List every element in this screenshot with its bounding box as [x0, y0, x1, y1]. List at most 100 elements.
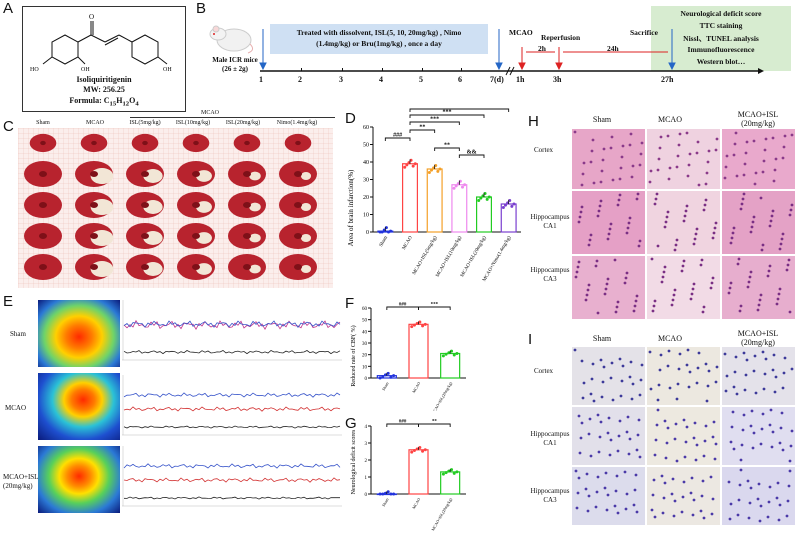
cell-nucleus: [610, 135, 614, 139]
cell-nucleus: [768, 423, 772, 427]
cell-nucleus: [688, 152, 692, 156]
f-ylabel: Reduced rate of CBF( %): [350, 325, 357, 386]
cell-nucleus: [573, 348, 577, 352]
cell-nucleus: [603, 486, 607, 490]
duration-2h: 2h: [538, 44, 546, 53]
cell-nucleus: [633, 488, 637, 492]
cell-nucleus: [587, 432, 591, 436]
cell-nucleus: [654, 197, 658, 201]
cell-nucleus: [577, 476, 581, 480]
cell-nucleus: [584, 487, 588, 491]
cell-nucleus: [736, 513, 740, 517]
cell-nucleus: [625, 492, 629, 496]
cell-nucleus: [762, 387, 766, 391]
x-tick-label: MCAO+ISL(10mg/kg): [436, 235, 464, 278]
data-point: [392, 492, 396, 496]
cell-nucleus: [756, 497, 760, 501]
cell-nucleus: [771, 209, 775, 213]
cell-nucleus: [774, 157, 778, 161]
structure-box: O HO OH OH Isoliquiritigenin MW: 256.25 …: [22, 6, 186, 112]
cell-nucleus: [658, 368, 662, 372]
cell-nucleus: [704, 362, 708, 366]
cell-nucleus: [664, 456, 668, 460]
cell-nucleus: [743, 162, 747, 166]
cell-nucleus: [736, 262, 740, 266]
cbf-trace: [123, 477, 341, 483]
cell-nucleus: [709, 286, 713, 290]
cell-nucleus: [637, 244, 641, 248]
day-3: 3: [339, 75, 343, 84]
data-point: [454, 184, 458, 188]
c-col-isl5: ISL(5mg/kg): [129, 120, 161, 126]
cell-nucleus: [653, 299, 657, 303]
atom-oh-2: OH: [163, 67, 172, 73]
cell-nucleus: [734, 131, 738, 135]
cbf-trace: [123, 425, 341, 429]
cell-nucleus: [621, 144, 625, 148]
cell-nucleus: [597, 209, 601, 213]
cell-nucleus: [682, 480, 686, 484]
cell-nucleus: [591, 138, 595, 142]
cell-nucleus: [783, 134, 787, 138]
infarct-area: [249, 233, 261, 243]
h-row-hippo1: Hippocampus: [530, 213, 570, 221]
mouse-illustration: [208, 20, 256, 54]
sig-label: &&: [467, 150, 477, 156]
cell-nucleus: [788, 469, 792, 473]
cell-nucleus: [651, 493, 655, 497]
cell-nucleus: [746, 479, 750, 483]
cell-nucleus: [616, 300, 620, 304]
molecular-weight: MW: 256.25: [83, 85, 125, 94]
c-col-nimo: Nimo(1.4mg/kg): [276, 120, 318, 126]
i-row-hippo1: Hippocampus: [530, 430, 570, 438]
cell-nucleus: [673, 248, 677, 252]
cell-nucleus: [729, 502, 733, 506]
ventricle: [243, 171, 251, 177]
cell-nucleus: [770, 445, 774, 449]
cell-nucleus: [620, 155, 624, 159]
cell-nucleus: [689, 491, 693, 495]
cell-nucleus: [685, 204, 689, 208]
cell-nucleus: [740, 443, 744, 447]
outcome-box: Neurological deficit score TTC staining …: [651, 6, 791, 71]
cell-nucleus: [771, 368, 775, 372]
cell-nucleus: [656, 244, 660, 248]
cell-nucleus: [577, 414, 581, 418]
day-7: 7(d): [490, 75, 504, 84]
cell-nucleus: [766, 515, 770, 519]
cell-nucleus: [599, 358, 603, 362]
sacrifice-label: Sacrifice: [630, 28, 658, 37]
infarct-area: [300, 234, 312, 242]
cell-nucleus: [712, 420, 716, 424]
cell-nucleus: [723, 176, 727, 180]
ventricle: [295, 140, 301, 146]
data-point: [477, 199, 481, 202]
cell-nucleus: [775, 302, 779, 306]
cell-nucleus: [781, 156, 785, 160]
cell-nucleus: [768, 264, 772, 268]
cell-nucleus: [618, 193, 622, 197]
cell-nucleus: [790, 203, 794, 207]
cell-nucleus: [599, 420, 603, 424]
y-tick-label: 4: [365, 425, 368, 430]
cell-nucleus: [624, 276, 628, 280]
cell-nucleus: [625, 271, 629, 275]
cell-nucleus: [653, 515, 657, 519]
cell-nucleus: [618, 177, 622, 181]
cell-nucleus: [635, 510, 639, 514]
cell-nucleus: [752, 369, 756, 373]
cell-nucleus: [590, 377, 594, 381]
cell-nucleus: [725, 154, 729, 158]
cell-nucleus: [751, 446, 755, 450]
cell-nucleus: [650, 257, 654, 261]
cell-nucleus: [747, 280, 751, 284]
cell-nucleus: [628, 437, 632, 441]
data-point: [429, 168, 433, 172]
panel-label-b: B: [196, 0, 207, 17]
histology-tile: [722, 347, 795, 405]
data-point: [378, 376, 382, 380]
cell-nucleus: [732, 153, 736, 157]
he-image-grid: [572, 129, 795, 319]
data-point: [441, 354, 445, 358]
cell-nucleus: [576, 491, 580, 495]
